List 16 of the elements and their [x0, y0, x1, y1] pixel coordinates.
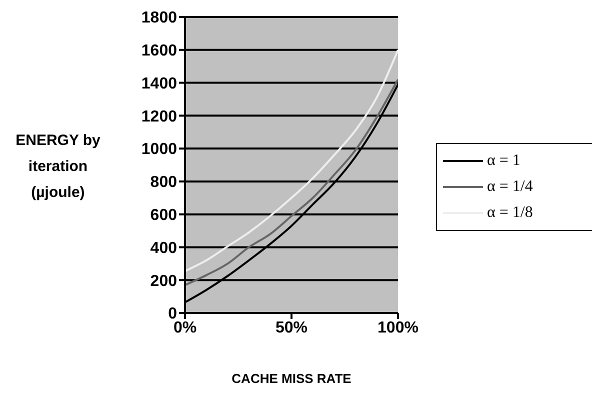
x-axis-title: CACHE MISS RATE: [232, 371, 352, 386]
y-tick-label: 1400: [141, 75, 178, 92]
y-tick-label: 1200: [141, 108, 178, 126]
legend-label: α = 1/4: [487, 178, 533, 196]
x-tick-label: 100%: [378, 319, 418, 336]
y-axis-title: ENERGY by iteration (µjoule): [14, 131, 102, 203]
y-tick-label: 200: [150, 272, 178, 290]
y-tick-label: 400: [150, 240, 178, 257]
y-tick-label: 1600: [141, 42, 178, 60]
y-tick-label: 1800: [141, 10, 178, 27]
legend-label: α = 1/8: [487, 204, 533, 222]
legend-label: α = 1: [487, 152, 520, 170]
x-tick-label: 50%: [275, 319, 308, 336]
y-tick-label: 800: [150, 174, 178, 192]
y-tick-label: 600: [150, 207, 178, 224]
y-tick-label: 1000: [141, 141, 178, 158]
